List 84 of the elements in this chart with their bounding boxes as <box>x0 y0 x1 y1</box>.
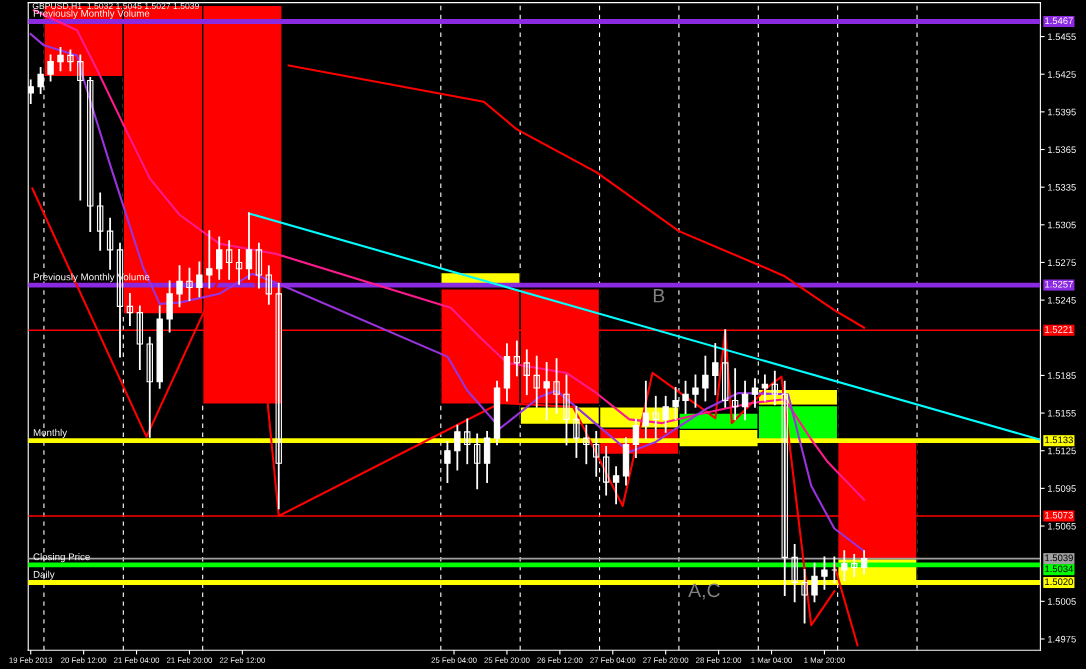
candlestick <box>731 368 739 421</box>
candlestick <box>225 240 233 280</box>
candlestick <box>136 305 144 371</box>
candlestick <box>77 54 84 201</box>
candlestick <box>602 446 610 496</box>
candlestick <box>265 265 273 305</box>
candlestick <box>67 49 74 72</box>
candlestick <box>444 441 451 483</box>
candlestick <box>464 418 471 465</box>
text: 1.5039 <box>1045 554 1073 562</box>
candlestick <box>652 395 659 440</box>
y-tick-label: 1.5245 <box>1048 296 1076 304</box>
y-tick-label: 1.5095 <box>1048 485 1076 492</box>
candlestick <box>186 267 193 302</box>
candlestick <box>712 343 719 396</box>
candlestick <box>146 336 153 438</box>
y-tick-label: 1.5065 <box>1048 522 1076 530</box>
candlestick <box>801 569 808 624</box>
y-tick-label: 1.5335 <box>1048 183 1076 191</box>
text: 1.5020 <box>1045 578 1073 586</box>
candlestick <box>821 556 828 590</box>
candlestick <box>57 46 64 72</box>
candlestick <box>722 329 729 408</box>
y-tick-label: 1.5185 <box>1048 372 1076 379</box>
candlestick <box>206 230 213 289</box>
candlestick <box>761 374 769 402</box>
candlestick <box>771 370 779 406</box>
y-tick-label: 1.5365 <box>1048 146 1076 154</box>
candlestick <box>47 54 54 82</box>
ref-line-label: Monthly <box>33 428 68 438</box>
candlestick <box>612 466 620 505</box>
candlestick <box>593 430 600 477</box>
candlestick <box>642 380 650 440</box>
candlestick <box>196 261 203 298</box>
candlestick <box>87 77 94 232</box>
candlestick <box>811 562 818 603</box>
candlestick <box>523 349 530 396</box>
candlestick <box>662 395 669 433</box>
ref-line-label: Daily <box>33 570 55 580</box>
text: 1.5467 <box>1045 17 1073 25</box>
y-tick-label: 1.5455 <box>1048 33 1076 41</box>
candlestick <box>692 374 699 408</box>
candlestick <box>235 249 243 285</box>
candlestick <box>513 340 521 377</box>
text: 1.5257 <box>1045 280 1073 288</box>
candlestick <box>96 192 104 251</box>
y-tick-label: 1.5275 <box>1048 259 1076 266</box>
text: 1.5133 <box>1045 436 1073 444</box>
text: 1.5034 <box>1045 565 1074 573</box>
candlestick <box>573 405 580 458</box>
y-tick-label: 1.5305 <box>1048 221 1076 229</box>
candlestick <box>106 217 114 270</box>
candlestick <box>632 418 640 458</box>
candlestick <box>682 380 689 414</box>
candlestick <box>781 380 788 596</box>
y-tick-label: 1.5395 <box>1048 108 1076 116</box>
y-tick-label: 1.5125 <box>1048 447 1076 455</box>
candlestick <box>841 550 848 581</box>
text: 1.5073 <box>1045 511 1073 519</box>
candlestick <box>473 433 481 490</box>
text: 1.5221 <box>1045 326 1073 333</box>
candlestick <box>255 242 263 289</box>
candlestick <box>553 358 560 414</box>
candlestick <box>741 380 749 421</box>
candlestick <box>702 355 709 402</box>
candlestick <box>791 543 798 603</box>
y-tick-label: 1.5425 <box>1048 71 1076 78</box>
candlestick <box>176 265 183 308</box>
annotation: B <box>653 288 665 303</box>
candlestick <box>454 424 461 471</box>
candlestick <box>583 424 590 465</box>
annotation: A,C <box>688 583 720 600</box>
candlestick <box>860 550 868 575</box>
candlestick <box>563 374 570 446</box>
y-tick-label: 1.5155 <box>1048 409 1076 417</box>
candlestick <box>533 355 540 408</box>
candlestick <box>245 212 253 280</box>
y-tick-label: 1.4975 <box>1048 635 1076 643</box>
candlestick <box>216 236 223 280</box>
y-tick-label: 1.5005 <box>1048 598 1076 605</box>
candlestick <box>850 553 858 578</box>
candlestick <box>126 292 134 327</box>
candlestick <box>543 361 550 421</box>
candlestick <box>275 282 282 510</box>
